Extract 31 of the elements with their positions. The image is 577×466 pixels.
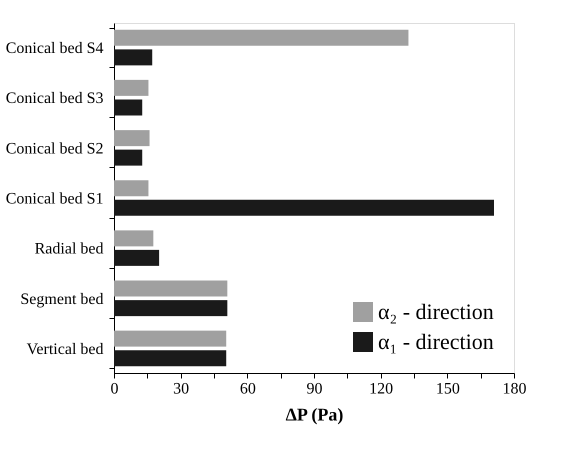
x-tick-label: 90 bbox=[306, 380, 322, 398]
bar bbox=[114, 280, 228, 297]
bar bbox=[114, 230, 154, 246]
bar bbox=[114, 30, 408, 46]
y-tick-label: Vertical bed bbox=[26, 340, 104, 358]
x-tick-label: 0 bbox=[110, 380, 118, 398]
x-tick-label: 60 bbox=[240, 380, 256, 398]
bar bbox=[114, 300, 228, 316]
x-tick-label: 180 bbox=[502, 380, 526, 398]
bar bbox=[114, 330, 226, 347]
x-axis-title: ΔP (Pa) bbox=[286, 404, 344, 424]
x-tick-label: 150 bbox=[436, 380, 460, 398]
bar bbox=[114, 250, 160, 266]
bar bbox=[114, 200, 494, 216]
bar bbox=[114, 350, 226, 366]
legend-label: α₁ - direction bbox=[378, 329, 494, 354]
bar bbox=[114, 49, 152, 66]
y-tick-label: Conical bed S2 bbox=[6, 140, 104, 158]
y-tick-label: Conical bed S4 bbox=[6, 40, 104, 58]
y-tick-label: Radial bed bbox=[34, 240, 104, 258]
bar bbox=[114, 80, 148, 96]
y-tick-label: Segment bed bbox=[20, 290, 104, 308]
bar bbox=[114, 150, 142, 166]
bar bbox=[114, 99, 142, 116]
x-tick-label: 30 bbox=[173, 380, 190, 398]
bar bbox=[114, 180, 148, 196]
y-tick-label: Conical bed S1 bbox=[6, 190, 104, 208]
y-tick-label: Conical bed S3 bbox=[6, 90, 104, 108]
bar bbox=[114, 130, 150, 146]
x-tick-label: 120 bbox=[369, 380, 394, 398]
legend-label: α₂ - direction bbox=[378, 299, 494, 324]
